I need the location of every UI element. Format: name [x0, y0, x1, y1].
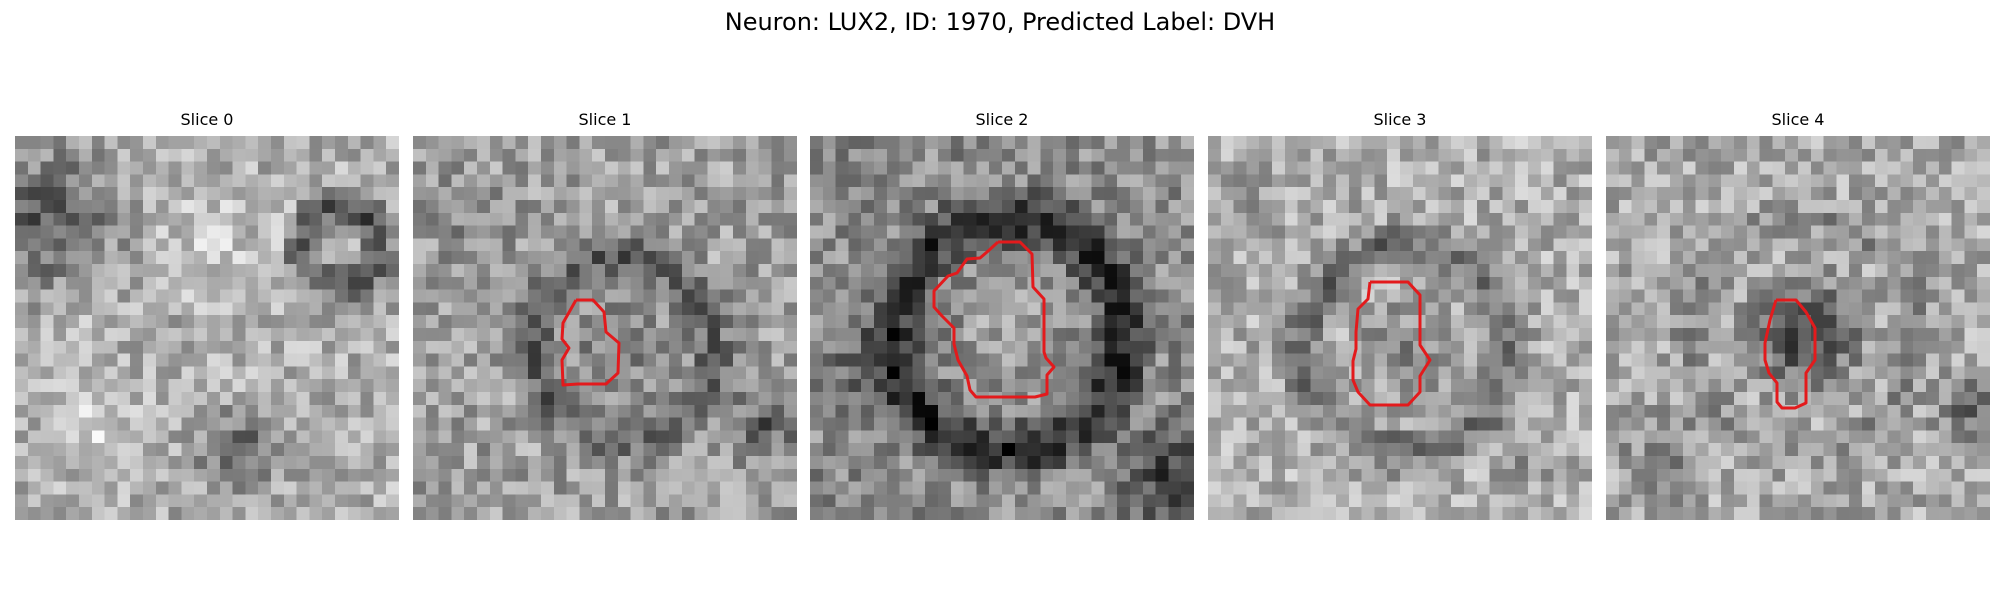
slice-title-4: Slice 4	[1771, 110, 1825, 129]
slice-panel-3: Slice 3	[1208, 108, 1592, 520]
slice-panel-1: Slice 1	[413, 108, 797, 520]
slice-title-1: Slice 1	[578, 110, 632, 129]
slice-panel-0: Slice 0	[15, 108, 399, 520]
roi-contour-1	[560, 298, 621, 387]
slice-panel-2: Slice 2	[810, 108, 1194, 520]
slice-image-2	[810, 136, 1194, 520]
slice-title-3: Slice 3	[1373, 110, 1427, 129]
slice-title-0: Slice 0	[180, 110, 234, 129]
roi-contour-4	[1763, 298, 1817, 410]
slice-title-2: Slice 2	[975, 110, 1029, 129]
figure-title: Neuron: LUX2, ID: 1970, Predicted Label:…	[724, 8, 1276, 36]
slice-image-3	[1208, 136, 1592, 520]
slice-panel-4: Slice 4	[1606, 108, 1990, 520]
roi-contour-3	[1351, 280, 1432, 407]
slice-image-4	[1606, 136, 1990, 520]
slice-image-0	[15, 136, 399, 520]
roi-contour-2	[932, 240, 1056, 399]
